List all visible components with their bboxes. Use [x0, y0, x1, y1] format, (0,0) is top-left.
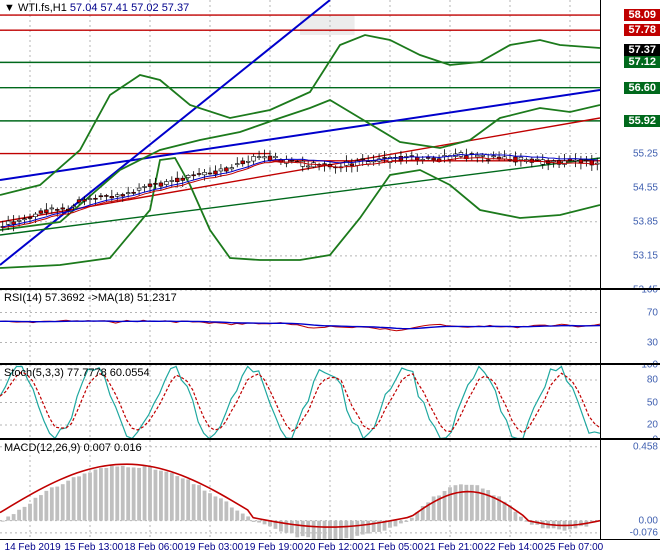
- price-level-tag-57.12: 57.12: [624, 56, 660, 68]
- price-level-tag-55.92: 55.92: [624, 115, 660, 127]
- main-axis-tick-58.09: 58.09: [633, 10, 658, 21]
- rsi-panel: RSI(14) 57.3692 ->MA(18) 51.2317 100 70 30…: [0, 290, 660, 365]
- stoch-axis-tick-80: 80: [647, 375, 658, 386]
- macd-panel: MACD(12,26,9) 0.007 0.016 0.458 0.00 -0.07…: [0, 440, 660, 540]
- main-axis-tick-55.92: 55.92: [633, 115, 658, 126]
- date-axis: 14 Feb 2019 15 Feb 13:00 18 Feb 06:00 19 Fe…: [0, 540, 660, 558]
- macd-histogram-svg: [0, 440, 600, 539]
- main-axis-tick-53.85: 53.85: [633, 216, 658, 227]
- stochastic-panel: Stoch(5,3,3) 77.7778 60.0554 100 80 50 20 0: [0, 365, 660, 440]
- macd-axis-tick--0.076: -0.076: [630, 527, 658, 538]
- macd-axis-area: 0.458 0.00 -0.076: [600, 440, 660, 539]
- macd-axis-tick-0.458: 0.458: [633, 441, 658, 452]
- stoch-axis-tick-50: 50: [647, 397, 658, 408]
- main-axis-area: 58.09 57.78 57.12 56.60 55.92 55.25 54.55 53.85…: [600, 0, 660, 288]
- price-candles-svg: [0, 0, 600, 288]
- date-axis-label-5: 20 Feb 12:00: [304, 542, 363, 553]
- date-axis-label-6: 21 Feb 05:00: [364, 542, 423, 553]
- date-axis-label-9: 25 Feb 07:00: [544, 542, 603, 553]
- trading-chart-root: ▼ WTI.fs,H1 57.04 57.41 57.02 57.37 58.0…: [0, 0, 660, 560]
- rsi-axis-tick-30: 30: [647, 337, 658, 348]
- main-chart-area: [0, 0, 600, 288]
- main-axis-tick-55.25: 55.25: [633, 148, 658, 159]
- date-axis-label-1: 15 Feb 13:00: [64, 542, 123, 553]
- rsi-lines-svg: [0, 290, 600, 363]
- price-level-tag-56.60: 56.60: [624, 82, 660, 94]
- price-level-tag-57.37: 57.37: [624, 44, 660, 56]
- main-axis-tick-53.15: 53.15: [633, 250, 658, 261]
- date-axis-label-0: 14 Feb 2019: [5, 542, 61, 553]
- main-axis-tick-57.78: 57.78: [633, 25, 658, 36]
- rsi-chart-area: [0, 290, 600, 363]
- stochastic-lines-svg: [0, 365, 600, 438]
- stoch-axis-tick-100: 100: [641, 365, 658, 371]
- date-axis-label-3: 19 Feb 03:00: [184, 542, 243, 553]
- main-axis-tick-56.60: 56.60: [633, 82, 658, 93]
- main-price-panel: ▼ WTI.fs,H1 57.04 57.41 57.02 57.37 58.0…: [0, 0, 660, 290]
- rsi-axis-tick-100: 100: [641, 290, 658, 296]
- stoch-axis-tick-20: 20: [647, 420, 658, 431]
- date-axis-label-7: 21 Feb 21:00: [424, 542, 483, 553]
- main-axis-tick-54.55: 54.55: [633, 182, 658, 193]
- date-axis-label-4: 19 Feb 19:00: [244, 542, 303, 553]
- rsi-axis-tick-70: 70: [647, 307, 658, 318]
- date-axis-label-8: 22 Feb 14:00: [484, 542, 543, 553]
- main-axis-tick-57.12: 57.12: [633, 57, 658, 68]
- macd-axis-tick-0.00: 0.00: [639, 515, 658, 526]
- price-level-tag-58.09: 58.09: [624, 9, 660, 21]
- date-axis-label-2: 18 Feb 06:00: [124, 542, 183, 553]
- stoch-axis-area: 100 80 50 20 0: [600, 365, 660, 438]
- macd-chart-area: [0, 440, 600, 539]
- rsi-axis-area: 100 70 30 0: [600, 290, 660, 363]
- price-level-tag-57.78: 57.78: [624, 24, 660, 36]
- stoch-chart-area: [0, 365, 600, 438]
